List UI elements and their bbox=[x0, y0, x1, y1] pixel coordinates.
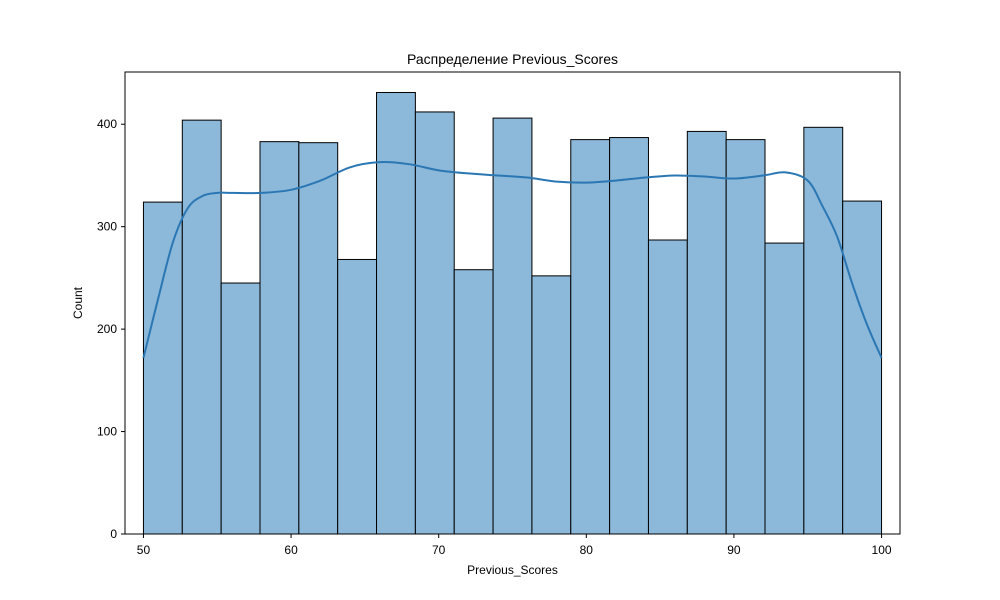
y-tick-label: 200 bbox=[97, 322, 117, 336]
y-tick-label: 300 bbox=[97, 220, 117, 234]
y-tick-label: 0 bbox=[110, 527, 117, 541]
plot-frame bbox=[124, 71, 901, 535]
histogram-bar bbox=[337, 258, 378, 535]
chart-title: Распределение Previous_Scores bbox=[407, 51, 618, 67]
x-axis-ticks: 50 60 70 80 90 100 bbox=[137, 534, 892, 557]
histogram-bar bbox=[531, 275, 572, 535]
histogram-bar bbox=[181, 119, 222, 535]
histogram-bar bbox=[803, 126, 844, 535]
y-tick-label: 100 bbox=[97, 425, 117, 439]
histogram-bar bbox=[259, 141, 300, 535]
histogram-bar bbox=[570, 139, 611, 535]
histogram-bar bbox=[453, 269, 494, 535]
y-axis-label: Count bbox=[71, 286, 85, 319]
x-tick-label: 50 bbox=[137, 543, 151, 557]
histogram-bar bbox=[298, 142, 339, 535]
histogram-bar bbox=[142, 201, 183, 535]
x-tick-label: 100 bbox=[872, 543, 892, 557]
histogram-bar bbox=[609, 137, 649, 535]
histogram-bar bbox=[842, 200, 883, 535]
x-tick-label: 60 bbox=[284, 543, 298, 557]
histogram-bar bbox=[376, 91, 416, 535]
x-axis-label: Previous_Scores bbox=[467, 563, 558, 577]
histogram-bar bbox=[725, 139, 766, 535]
y-tick-label: 400 bbox=[97, 117, 117, 131]
bars-layer bbox=[142, 91, 883, 535]
histogram-bar bbox=[647, 239, 688, 535]
histogram-bar bbox=[414, 111, 455, 535]
histogram-bar bbox=[220, 282, 261, 535]
y-axis-ticks: 0 100 200 300 400 bbox=[97, 117, 125, 541]
kde-line bbox=[142, 161, 883, 359]
histogram-bar bbox=[764, 242, 805, 535]
x-tick-label: 90 bbox=[727, 543, 741, 557]
histogram-bar bbox=[492, 117, 533, 535]
x-tick-label: 70 bbox=[432, 543, 446, 557]
histogram-bar bbox=[686, 130, 727, 535]
x-tick-label: 80 bbox=[580, 543, 594, 557]
